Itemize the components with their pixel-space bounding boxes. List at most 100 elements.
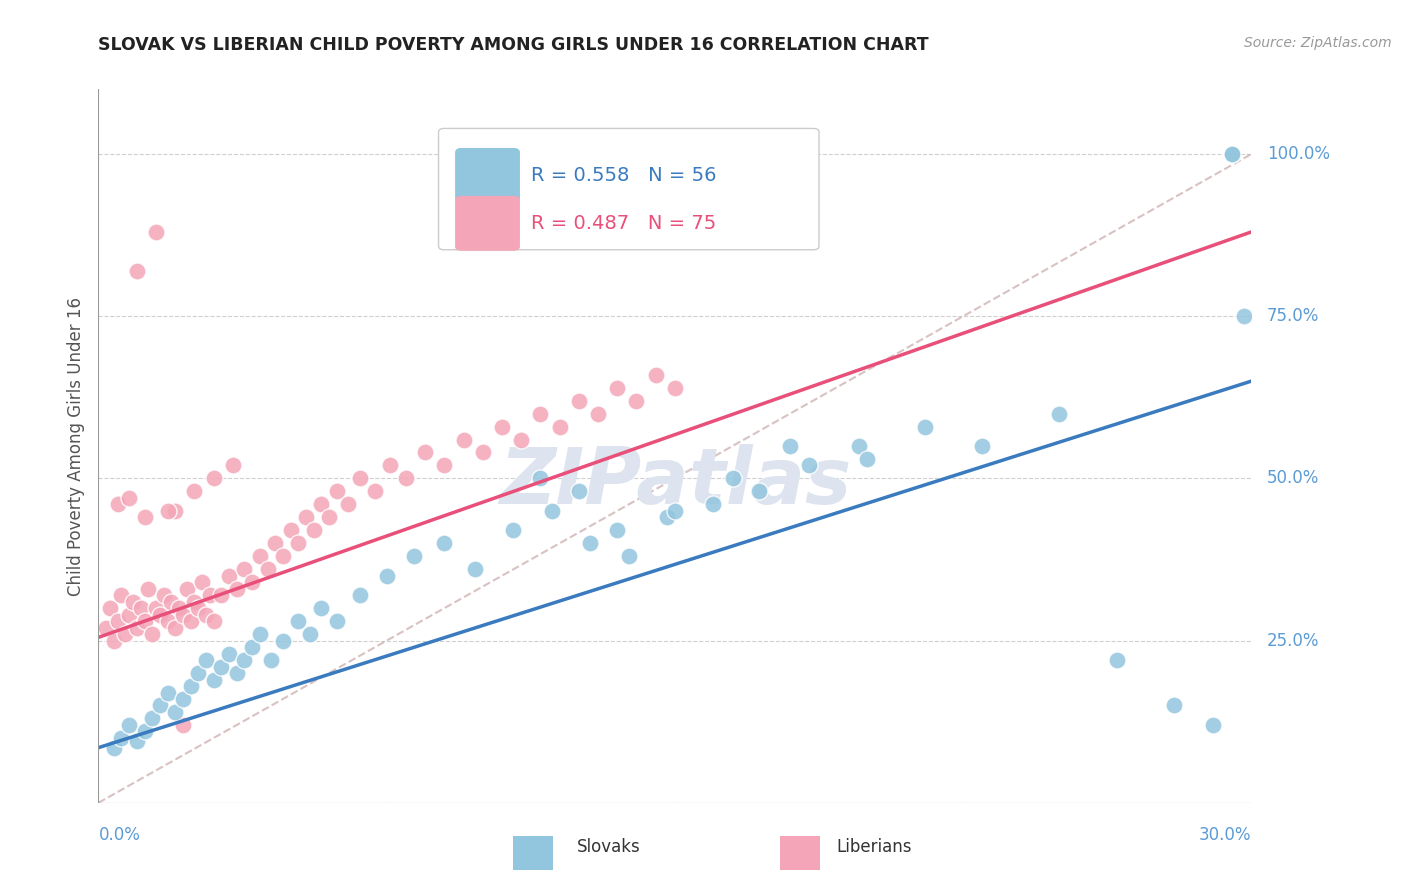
Point xyxy=(110,588,132,602)
Point xyxy=(187,601,209,615)
Point xyxy=(779,439,801,453)
Point xyxy=(626,393,648,408)
Point xyxy=(156,685,179,699)
Point xyxy=(664,381,686,395)
Point xyxy=(491,419,513,434)
Point xyxy=(145,601,167,615)
Point xyxy=(433,536,456,550)
Point xyxy=(280,524,302,538)
Point xyxy=(568,393,591,408)
Point xyxy=(202,471,225,485)
Point xyxy=(502,524,524,538)
Y-axis label: Child Poverty Among Girls Under 16: Child Poverty Among Girls Under 16 xyxy=(66,296,84,596)
Point xyxy=(233,653,256,667)
Point xyxy=(156,504,179,518)
Point xyxy=(240,640,263,654)
Point xyxy=(103,740,125,755)
Point xyxy=(225,666,247,681)
Point xyxy=(287,614,309,628)
Point xyxy=(176,582,198,596)
Point xyxy=(364,484,387,499)
Text: SLOVAK VS LIBERIAN CHILD POVERTY AMONG GIRLS UNDER 16 CORRELATION CHART: SLOVAK VS LIBERIAN CHILD POVERTY AMONG G… xyxy=(98,36,929,54)
Text: R = 0.487   N = 75: R = 0.487 N = 75 xyxy=(530,214,716,233)
Point xyxy=(1202,718,1225,732)
Text: Source: ZipAtlas.com: Source: ZipAtlas.com xyxy=(1244,36,1392,50)
Point xyxy=(165,621,187,635)
Point xyxy=(325,484,347,499)
Point xyxy=(644,368,666,382)
Point xyxy=(125,264,148,278)
Point xyxy=(914,419,936,434)
Point xyxy=(664,504,686,518)
Point xyxy=(606,381,628,395)
Point xyxy=(471,445,494,459)
Text: 0.0%: 0.0% xyxy=(98,825,141,844)
Point xyxy=(748,484,770,499)
Point xyxy=(118,491,141,505)
Point xyxy=(134,614,156,628)
Point xyxy=(337,497,360,511)
Point xyxy=(240,575,263,590)
Point xyxy=(657,510,679,524)
Point xyxy=(183,595,205,609)
Point xyxy=(1105,653,1128,667)
Point xyxy=(125,621,148,635)
Point xyxy=(218,647,240,661)
Point xyxy=(799,458,821,473)
Point xyxy=(302,524,325,538)
Point xyxy=(129,601,152,615)
Text: 100.0%: 100.0% xyxy=(1267,145,1330,163)
Point xyxy=(311,601,333,615)
Point xyxy=(510,433,533,447)
Point xyxy=(402,549,425,564)
Point xyxy=(125,734,148,748)
Point xyxy=(103,633,125,648)
Point xyxy=(349,588,371,602)
Point xyxy=(848,439,870,453)
Point xyxy=(856,452,879,467)
Point xyxy=(413,445,436,459)
Point xyxy=(187,666,209,681)
Text: 30.0%: 30.0% xyxy=(1199,825,1251,844)
Point xyxy=(433,458,456,473)
Point xyxy=(256,562,278,576)
Text: ZIPatlas: ZIPatlas xyxy=(499,443,851,520)
Point xyxy=(260,653,283,667)
Point xyxy=(172,607,194,622)
Point xyxy=(165,705,187,719)
Point xyxy=(1220,147,1243,161)
Point xyxy=(586,407,609,421)
Point xyxy=(311,497,333,511)
Point xyxy=(172,692,194,706)
Point xyxy=(568,484,591,499)
Point xyxy=(529,407,551,421)
Point xyxy=(118,607,141,622)
Point xyxy=(395,471,418,485)
Point xyxy=(225,582,247,596)
Point xyxy=(325,614,347,628)
Point xyxy=(271,549,294,564)
Point xyxy=(191,575,214,590)
Point xyxy=(1163,698,1185,713)
Point xyxy=(114,627,136,641)
Point xyxy=(287,536,309,550)
Text: 75.0%: 75.0% xyxy=(1267,307,1319,326)
Point xyxy=(198,588,221,602)
Text: Slovaks: Slovaks xyxy=(576,838,640,856)
Text: R = 0.558   N = 56: R = 0.558 N = 56 xyxy=(530,166,716,185)
FancyBboxPatch shape xyxy=(456,149,519,202)
Point xyxy=(141,711,163,725)
Point xyxy=(295,510,318,524)
Point xyxy=(172,718,194,732)
Point xyxy=(165,504,187,518)
Point xyxy=(110,731,132,745)
Point xyxy=(94,621,117,635)
Point xyxy=(579,536,602,550)
Point xyxy=(209,659,232,673)
Point xyxy=(145,225,167,239)
Text: Liberians: Liberians xyxy=(837,838,912,856)
Point xyxy=(222,458,245,473)
Point xyxy=(606,524,628,538)
Point xyxy=(318,510,340,524)
Point xyxy=(972,439,994,453)
